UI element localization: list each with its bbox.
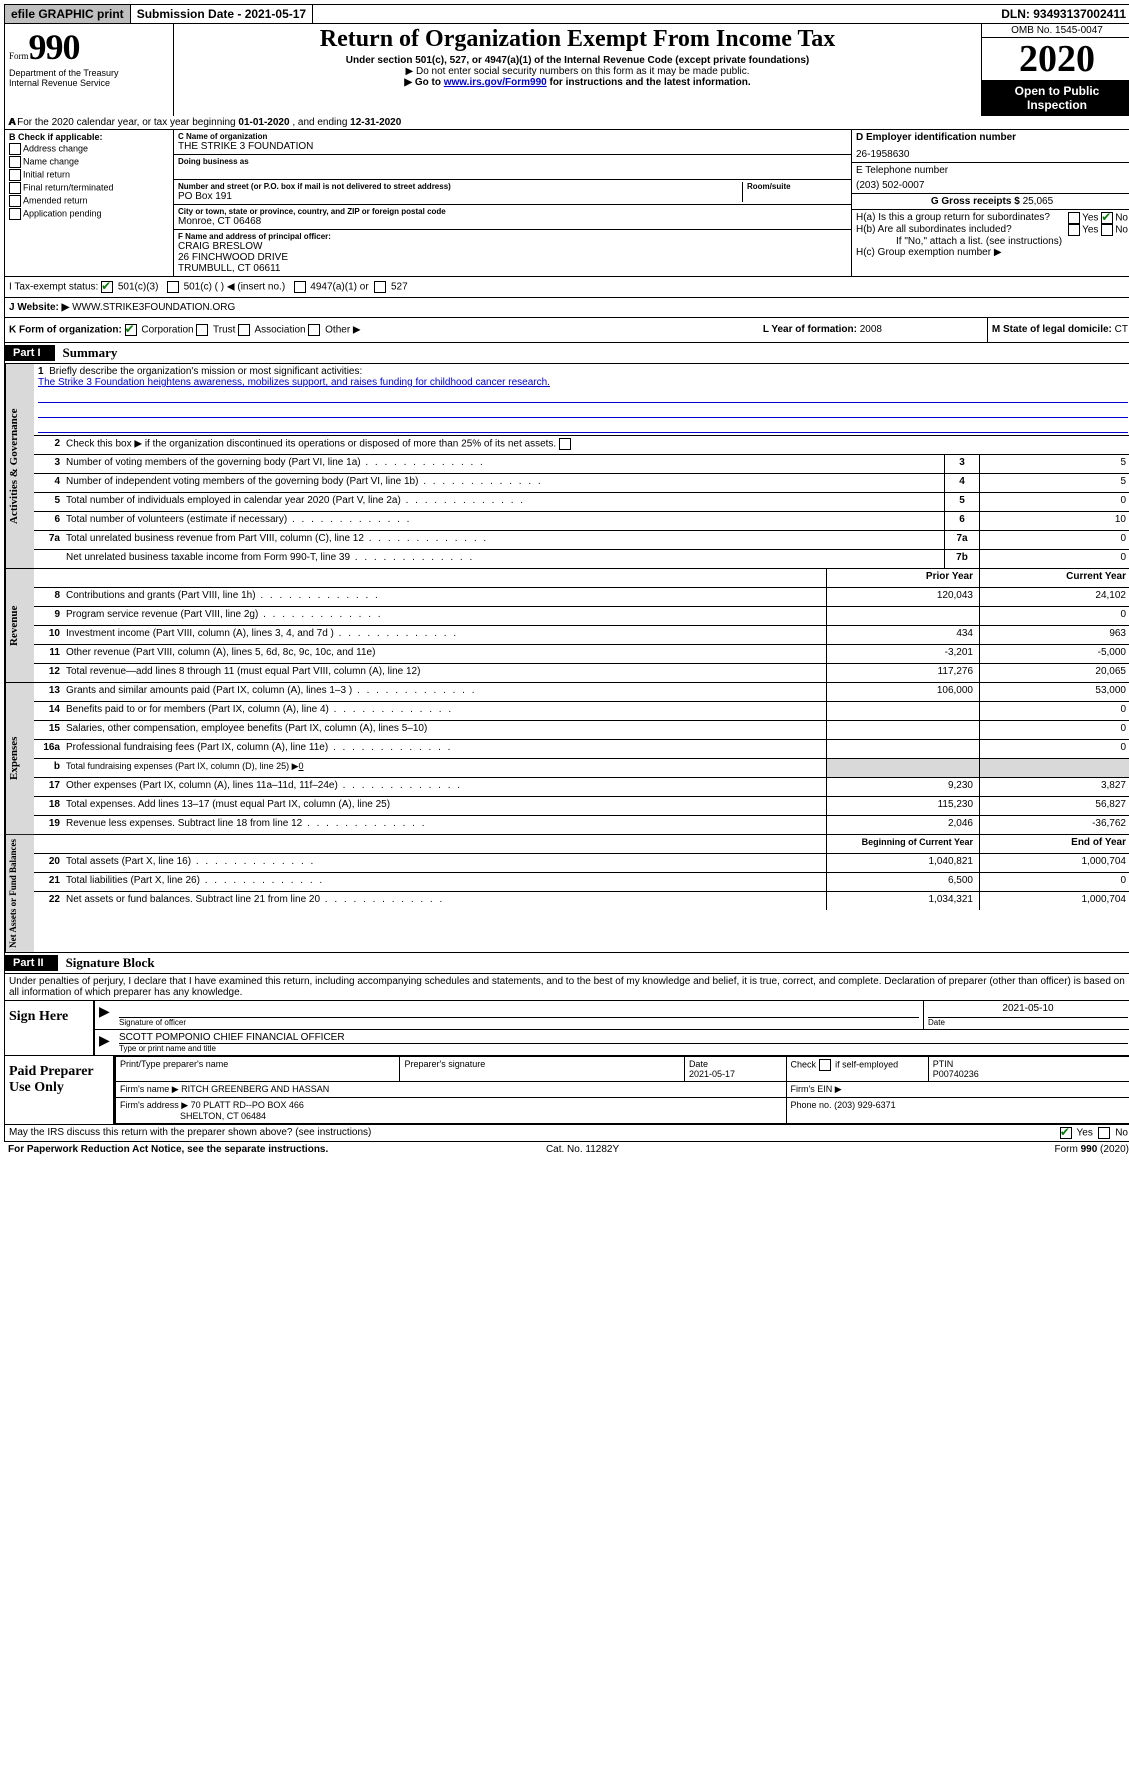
chk-address-change[interactable]: Address change bbox=[9, 143, 169, 155]
perjury-statement: Under penalties of perjury, I declare th… bbox=[4, 974, 1129, 1001]
ein-label: D Employer identification number bbox=[856, 132, 1016, 143]
val-4: 5 bbox=[979, 474, 1129, 492]
sig-officer-label: Signature of officer bbox=[119, 1018, 919, 1027]
year-formation: 2008 bbox=[860, 324, 882, 335]
section-expenses: Expenses 13Grants and similar amounts pa… bbox=[4, 683, 1129, 835]
hb-label: H(b) Are all subordinates included? bbox=[856, 224, 1068, 236]
dln-label: DLN: 93493137002411 bbox=[995, 5, 1129, 23]
phone-label: E Telephone number bbox=[856, 165, 1128, 176]
discuss-row: May the IRS discuss this return with the… bbox=[4, 1125, 1129, 1142]
form-title: Return of Organization Exempt From Incom… bbox=[174, 26, 981, 53]
city-value: Monroe, CT 06468 bbox=[178, 216, 847, 227]
chk-initial-return[interactable]: Initial return bbox=[9, 169, 169, 181]
row-klm: K Form of organization: Corporation Trus… bbox=[4, 318, 1129, 343]
ssn-note: ▶ Do not enter social security numbers o… bbox=[174, 66, 981, 77]
form-subtitle: Under section 501(c), 527, or 4947(a)(1)… bbox=[174, 55, 981, 66]
officer-name: CRAIG BRESLOW bbox=[178, 241, 847, 252]
officer-addr2: TRUMBULL, CT 06611 bbox=[178, 263, 847, 274]
street-value: PO Box 191 bbox=[178, 191, 742, 202]
chk-amended-return[interactable]: Amended return bbox=[9, 195, 169, 207]
discuss-yes-checked bbox=[1060, 1127, 1072, 1139]
row-i: I Tax-exempt status: 501(c)(3) 501(c) ( … bbox=[4, 277, 1129, 298]
part2-header: Part II Signature Block bbox=[4, 953, 1129, 974]
sidelabel-expenses: Expenses bbox=[5, 683, 34, 834]
gross-receipts-value: 25,065 bbox=[1023, 196, 1054, 207]
open-inspection: Open to Public Inspection bbox=[982, 80, 1129, 116]
section-revenue: Revenue Prior YearCurrent Year 8Contribu… bbox=[4, 569, 1129, 683]
state-domicile: CT bbox=[1115, 324, 1128, 335]
sign-date: 2021-05-10 bbox=[928, 1003, 1128, 1018]
chk-final-return[interactable]: Final return/terminated bbox=[9, 182, 169, 194]
org-name-label: C Name of organization bbox=[178, 132, 847, 141]
tax-year: 2020 bbox=[982, 38, 1129, 80]
identity-block: B Check if applicable: Address change Na… bbox=[4, 130, 1129, 277]
row-j: J Website: ▶ WWW.STRIKE3FOUNDATION.ORG bbox=[4, 298, 1129, 318]
gross-receipts-label: G Gross receipts $ bbox=[931, 196, 1023, 207]
form-header: Form990 Department of the Treasury Inter… bbox=[4, 24, 1129, 116]
row-a-tax-year: AA For the 2020 calendar year, or tax ye… bbox=[4, 116, 1129, 130]
paid-preparer-block: Paid Preparer Use Only Print/Type prepar… bbox=[4, 1056, 1129, 1125]
ha-label: H(a) Is this a group return for subordin… bbox=[856, 212, 1068, 224]
efile-print-button[interactable]: efile GRAPHIC print bbox=[5, 5, 131, 23]
city-label: City or town, state or province, country… bbox=[178, 207, 847, 216]
part1-header: Part I Summary bbox=[4, 343, 1129, 364]
officer-print-name: SCOTT POMPONIO CHIEF FINANCIAL OFFICER bbox=[119, 1032, 1128, 1044]
col-b-checkboxes: B Check if applicable: Address change Na… bbox=[5, 130, 174, 276]
topbar: efile GRAPHIC print Submission Date - 20… bbox=[4, 4, 1129, 24]
hc-label: H(c) Group exemption number ▶ bbox=[856, 247, 1128, 258]
sidelabel-revenue: Revenue bbox=[5, 569, 34, 682]
ein-value: 26-1958630 bbox=[856, 149, 1128, 160]
room-label: Room/suite bbox=[747, 182, 847, 191]
street-label: Number and street (or P.O. box if mail i… bbox=[178, 182, 742, 191]
mission-text: The Strike 3 Foundation heightens awaren… bbox=[38, 377, 1128, 388]
website-value: WWW.STRIKE3FOUNDATION.ORG bbox=[69, 302, 235, 313]
officer-addr1: 26 FINCHWOOD DRIVE bbox=[178, 252, 847, 263]
preparer-phone: (203) 929-6371 bbox=[834, 1100, 896, 1110]
section-net-assets: Net Assets or Fund Balances Beginning of… bbox=[4, 835, 1129, 953]
sign-here-block: Sign Here ▶ Signature of officer 2021-05… bbox=[4, 1001, 1129, 1056]
dept-treasury: Department of the Treasury Internal Reve… bbox=[9, 68, 169, 88]
phone-value: (203) 502-0007 bbox=[856, 180, 1128, 191]
sidelabel-net-assets: Net Assets or Fund Balances bbox=[5, 835, 34, 952]
section-governance: Activities & Governance 1 Briefly descri… bbox=[4, 364, 1129, 569]
val-7a: 0 bbox=[979, 531, 1129, 549]
hb-note: If "No," attach a list. (see instruction… bbox=[856, 236, 1128, 247]
officer-label: F Name and address of principal officer: bbox=[178, 232, 331, 241]
chk-501c3 bbox=[101, 281, 113, 293]
org-name: THE STRIKE 3 FOUNDATION bbox=[178, 141, 847, 152]
form-footer: Form 990 (2020) bbox=[1054, 1144, 1128, 1155]
val-6: 10 bbox=[979, 512, 1129, 530]
irs-link[interactable]: www.irs.gov/Form990 bbox=[444, 77, 547, 88]
firm-name: RITCH GREENBERG AND HASSAN bbox=[181, 1084, 329, 1094]
submission-date: Submission Date - 2021-05-17 bbox=[131, 5, 313, 23]
sidelabel-governance: Activities & Governance bbox=[5, 364, 34, 568]
val-7b: 0 bbox=[979, 550, 1129, 568]
goto-note: ▶ Go to www.irs.gov/Form990 for instruct… bbox=[174, 77, 981, 88]
form-number: Form990 bbox=[9, 26, 169, 68]
ha-no-checked bbox=[1101, 212, 1113, 224]
chk-corporation bbox=[125, 324, 137, 336]
chk-application-pending[interactable]: Application pending bbox=[9, 208, 169, 220]
omb-number: OMB No. 1545-0047 bbox=[982, 24, 1129, 38]
dba-label: Doing business as bbox=[178, 157, 847, 166]
bottom-line: For Paperwork Reduction Act Notice, see … bbox=[4, 1142, 1129, 1157]
val-3: 5 bbox=[979, 455, 1129, 473]
ptin-value: P00740236 bbox=[933, 1069, 979, 1079]
val-5: 0 bbox=[979, 493, 1129, 511]
chk-name-change[interactable]: Name change bbox=[9, 156, 169, 168]
